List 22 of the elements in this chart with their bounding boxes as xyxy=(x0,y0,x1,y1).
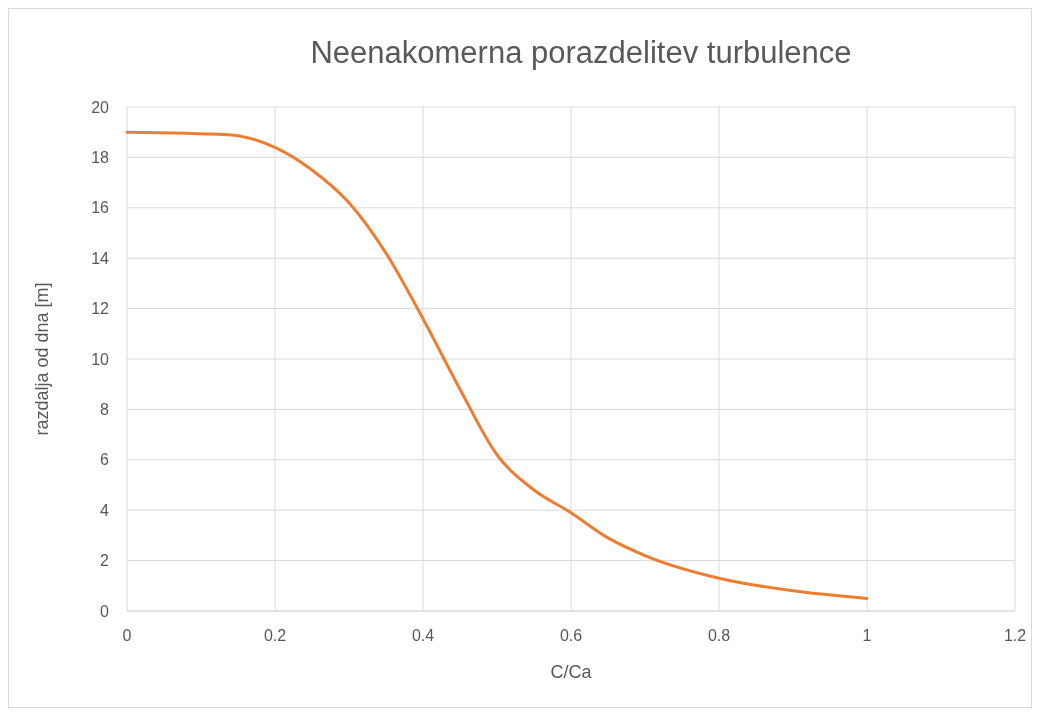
y-tick-label: 10 xyxy=(91,350,110,368)
x-tick-label: 1.2 xyxy=(1003,627,1027,644)
x-tick-label: 0.8 xyxy=(707,627,731,644)
x-axis-title: C/Ca xyxy=(550,662,593,682)
x-tick-label: 0.6 xyxy=(559,627,583,644)
y-tick-label: 4 xyxy=(100,501,110,519)
y-tick-label: 12 xyxy=(91,300,110,318)
x-tick-label: 0.4 xyxy=(411,627,435,644)
line-series xyxy=(125,130,869,600)
y-tick-label: 20 xyxy=(91,98,110,116)
x-tick-label: 1 xyxy=(862,627,872,644)
y-tick-label: 16 xyxy=(91,199,110,217)
y-tick-label: 6 xyxy=(100,451,110,469)
y-tick-label: 0 xyxy=(100,602,110,620)
y-tick-label: 14 xyxy=(91,249,110,267)
y-tick-label: 2 xyxy=(100,552,110,570)
x-tick-label: 0 xyxy=(122,627,132,644)
y-tick-label: 18 xyxy=(91,149,110,166)
y-axis-title: razdalja od dna [m] xyxy=(32,282,52,436)
x-tick-label: 0.2 xyxy=(263,627,287,644)
chart-title: Neenakomerna porazdelitev turbulence xyxy=(310,35,852,70)
y-tick-label: 8 xyxy=(100,401,110,418)
